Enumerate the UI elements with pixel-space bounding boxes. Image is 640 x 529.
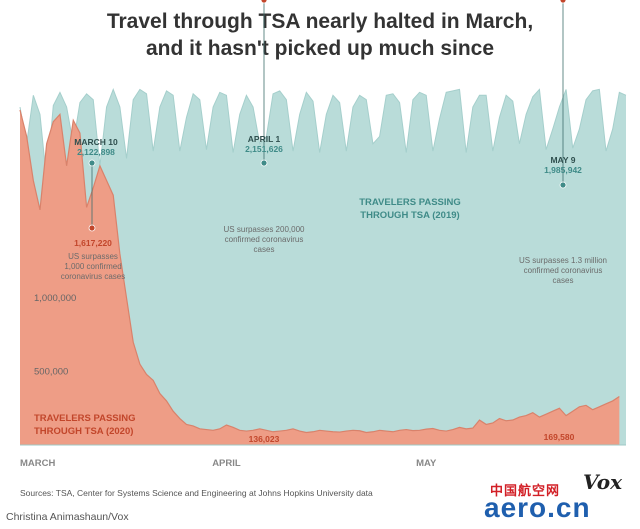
annotation-136023-value: 136,023 — [249, 434, 280, 444]
note-march-line3: coronavirus cases — [61, 272, 125, 281]
chart-title-line1: Travel through TSA nearly halted in Marc… — [106, 10, 534, 33]
credit-line: Christina Animashaun/Vox — [6, 511, 129, 523]
vox-logo: Vox — [583, 470, 622, 494]
note-april-line3: cases — [254, 245, 275, 254]
annotation-april-1-value: 2,151,626 — [245, 144, 283, 154]
watermark-aero-text: aero.cn — [484, 492, 591, 523]
chart-title-line2: and it hasn't picked up much since — [145, 37, 495, 60]
annotation-march-10-date: MARCH 10 — [74, 137, 118, 147]
x-tick-label-march: MARCH — [20, 458, 55, 469]
y-tick-label-1: 1,000,000 — [34, 293, 76, 304]
x-tick-label-may: MAY — [416, 458, 437, 469]
y-tick-label-0: 500,000 — [34, 367, 68, 378]
chart-title: Travel through TSA nearly halted in Marc… — [0, 8, 640, 62]
marker-may-9 — [559, 181, 567, 189]
area-2019 — [20, 89, 626, 445]
series-label-2020-line1: TRAVELERS PASSING — [34, 413, 136, 424]
note-may-line3: cases — [553, 276, 574, 285]
note-april-bg — [216, 223, 312, 257]
note-march-line1: US surpasses — [68, 252, 118, 261]
line-2019 — [19, 87, 627, 181]
note-april-line1: US surpasses 200,000 — [224, 225, 305, 234]
annotation-1617220-value: 1,617,220 — [74, 238, 112, 248]
annotation-april-1-date: APRIL 1 — [248, 134, 281, 144]
annotation-169580-value: 169,580 — [544, 432, 575, 442]
marker-136023 — [260, 0, 268, 4]
x-tick-label-april: APRIL — [212, 458, 241, 469]
watermark-logo: Vox 中国航空网 aero.cn — [480, 470, 630, 526]
marker-1617220 — [88, 224, 96, 232]
marker-april-1 — [260, 159, 268, 167]
note-may-bg — [509, 253, 617, 287]
annotation-may-9-value: 1,985,942 — [544, 165, 582, 175]
note-march-line2: 1,000 confirmed — [64, 262, 121, 271]
note-may-line1: US surpasses 1.3 million — [519, 256, 607, 265]
line-2020 — [19, 109, 620, 434]
series-label-2019-line2: THROUGH TSA (2019) — [360, 210, 459, 221]
marker-march-10 — [88, 159, 96, 167]
series-label-2019-line1: TRAVELERS PASSING — [359, 197, 461, 208]
watermark-chinese-text: 中国航空网 — [490, 483, 561, 498]
annotation-may-9-date: MAY 9 — [550, 155, 575, 165]
marker-169580 — [559, 0, 567, 4]
area-2020 — [20, 109, 620, 445]
source-note: Sources: TSA, Center for Systems Science… — [20, 488, 373, 498]
annotation-march-10-value: 2,122,898 — [77, 147, 115, 157]
note-may-line2: confirmed coronavirus — [524, 266, 603, 275]
note-april-line2: confirmed coronavirus — [225, 235, 304, 244]
series-label-2020-line2: THROUGH TSA (2020) — [34, 426, 133, 437]
